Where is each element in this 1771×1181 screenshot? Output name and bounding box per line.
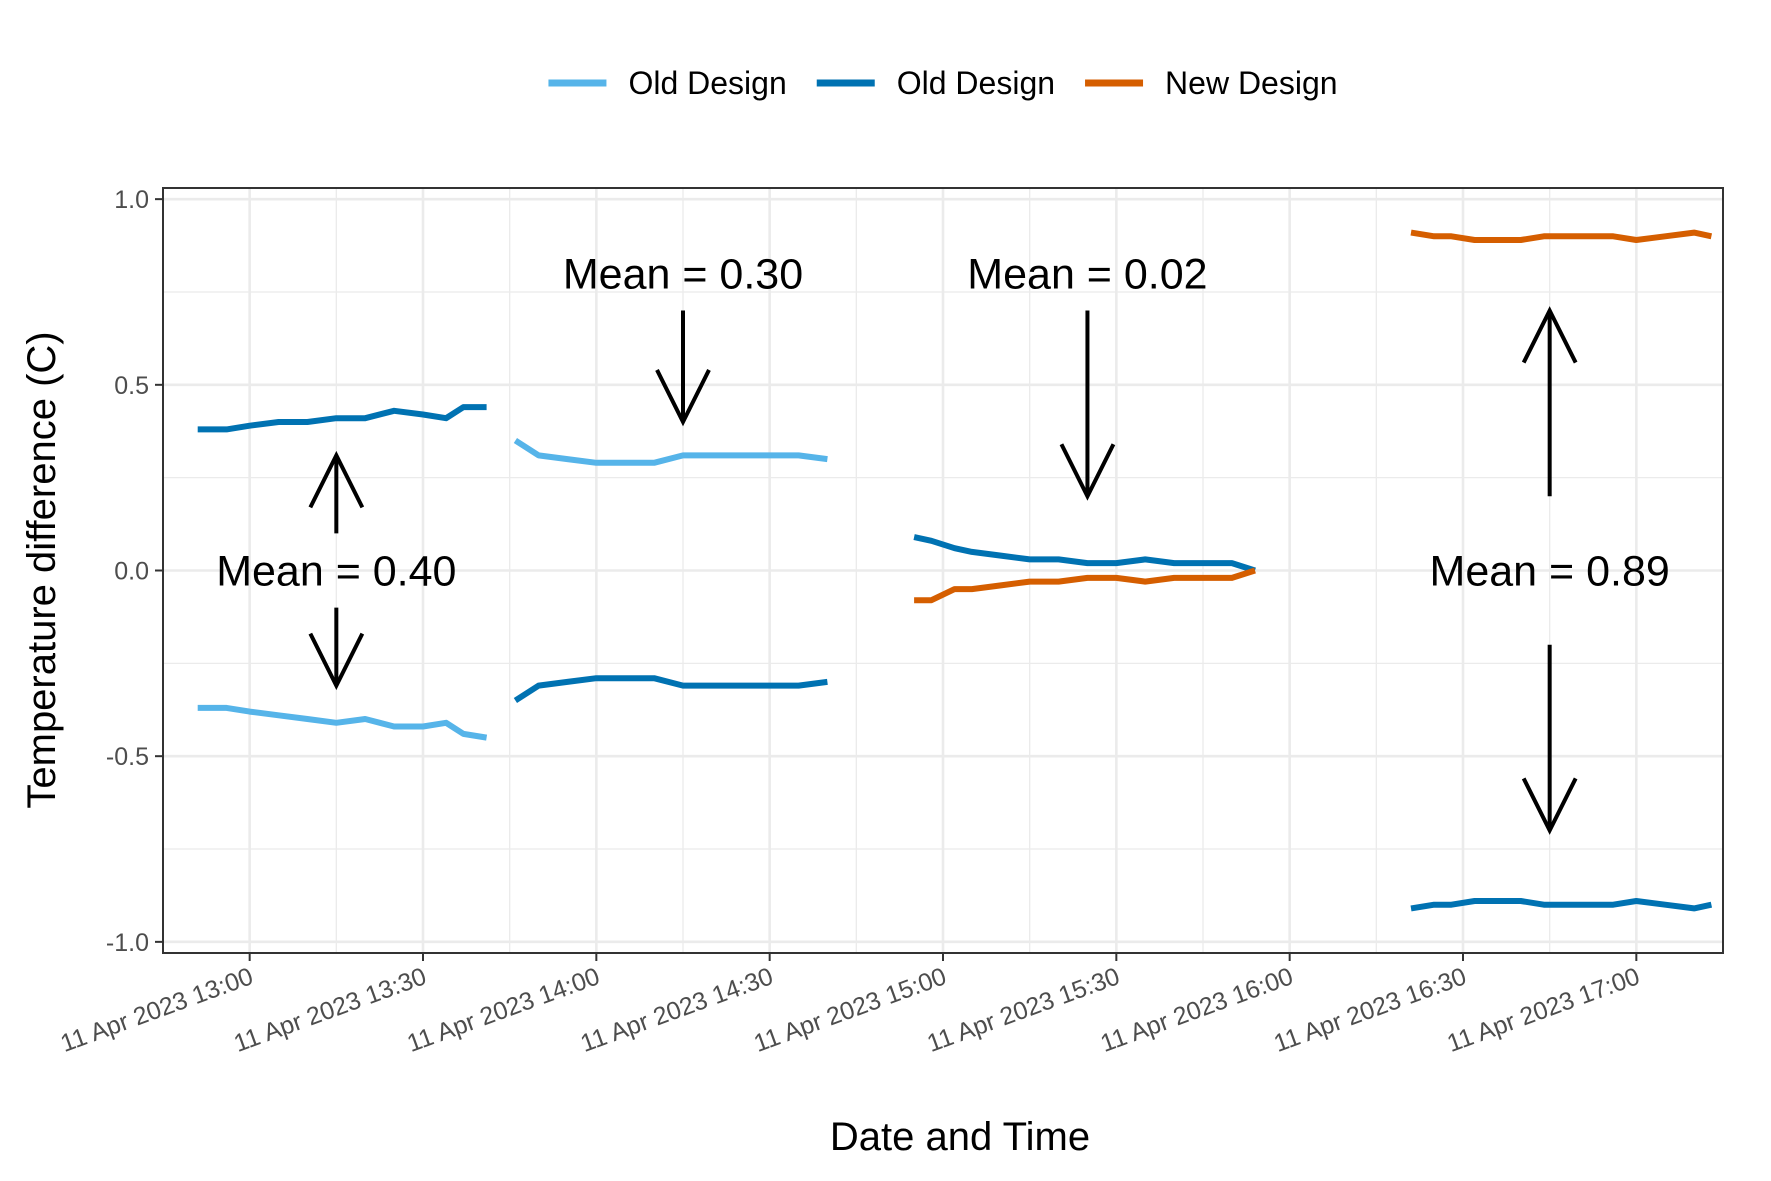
- annotation-arrow: [1521, 644, 1578, 835]
- x-tick-label: 11 Apr 2023 15:00: [750, 962, 950, 1058]
- annotation-label-3: Mean = 0.02: [967, 250, 1207, 298]
- annotation-arrow: [655, 310, 711, 427]
- legend-label: New Design: [1165, 65, 1338, 101]
- legend: Old Design Old Design New Design: [548, 65, 1338, 101]
- x-tick-label: 11 Apr 2023 17:00: [1444, 962, 1644, 1058]
- legend-item: New Design: [1085, 65, 1338, 101]
- x-tick-label: 11 Apr 2023 14:30: [577, 962, 777, 1058]
- annotations: Mean = 0.40 Mean = 0.30 Mean = 0.02 Mean = …: [216, 250, 1670, 835]
- x-tick-label: 11 Apr 2023 14:00: [404, 962, 604, 1058]
- x-axis-title: Date and Time: [830, 1115, 1090, 1159]
- annotation-arrow: [308, 450, 365, 534]
- series-line-2: [197, 404, 487, 433]
- annotation-arrow: [308, 607, 365, 691]
- series-line-5: [913, 534, 1256, 574]
- legend-item: Old Design: [816, 65, 1055, 101]
- x-tick-label: 11 Apr 2023 16:30: [1270, 962, 1470, 1058]
- x-tick-label: 11 Apr 2023 13:30: [230, 962, 430, 1058]
- y-tick-label: -1.0: [106, 929, 149, 957]
- series-line-3: [513, 437, 828, 466]
- annotation-label-4: Mean = 0.89: [1430, 548, 1670, 596]
- legend-item: Old Design: [548, 65, 787, 101]
- annotation-label-2: Mean = 0.30: [563, 250, 803, 298]
- y-tick-label: 1.0: [114, 186, 149, 214]
- series-layer: [197, 229, 1713, 912]
- y-tick-label: 0.5: [114, 372, 149, 400]
- series-line-4: [513, 675, 828, 704]
- legend-label: Old Design: [897, 65, 1055, 101]
- y-tick-label: -0.5: [106, 743, 149, 771]
- annotation-arrow: [1059, 310, 1116, 501]
- series-line-1: [197, 704, 488, 741]
- x-tick-label: 11 Apr 2023 13:00: [57, 962, 257, 1058]
- y-axis-title: Temperature difference (C): [20, 331, 64, 808]
- series-line-7: [1410, 229, 1713, 243]
- y-tick-label: 0.0: [114, 558, 149, 586]
- x-tick-label: 11 Apr 2023 15:30: [924, 962, 1124, 1058]
- x-tick-label: 11 Apr 2023 16:00: [1097, 962, 1297, 1058]
- series-line-6: [914, 567, 1256, 604]
- legend-label: Old Design: [628, 65, 786, 101]
- series-line-8: [1410, 898, 1713, 912]
- annotation-arrow: [1521, 306, 1578, 497]
- annotation-label-1: Mean = 0.40: [216, 548, 456, 596]
